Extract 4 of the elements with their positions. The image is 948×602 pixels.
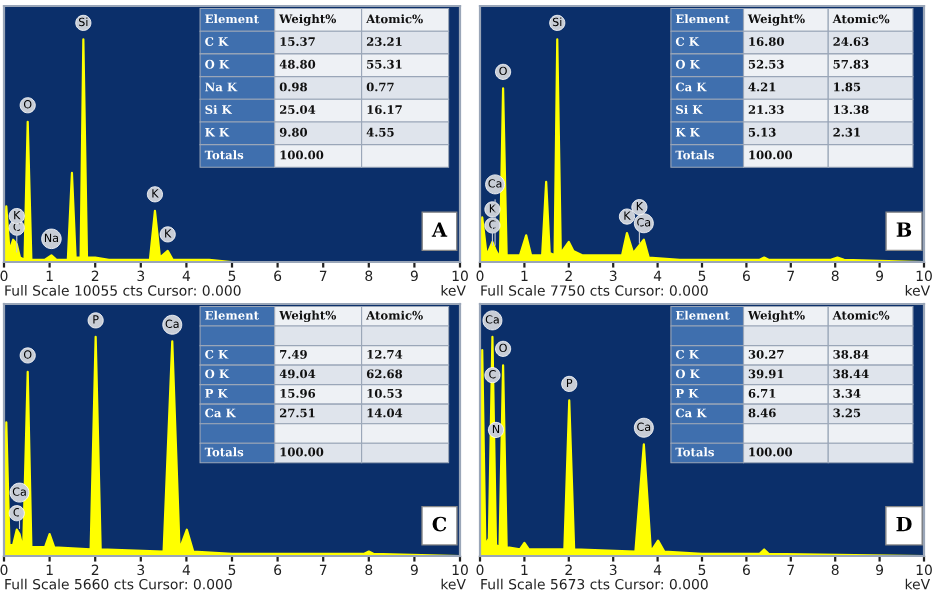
annotation: A — [431, 222, 448, 237]
annotation: B — [896, 222, 912, 237]
annotation: C — [432, 516, 447, 532]
annotation: D — [896, 516, 912, 532]
